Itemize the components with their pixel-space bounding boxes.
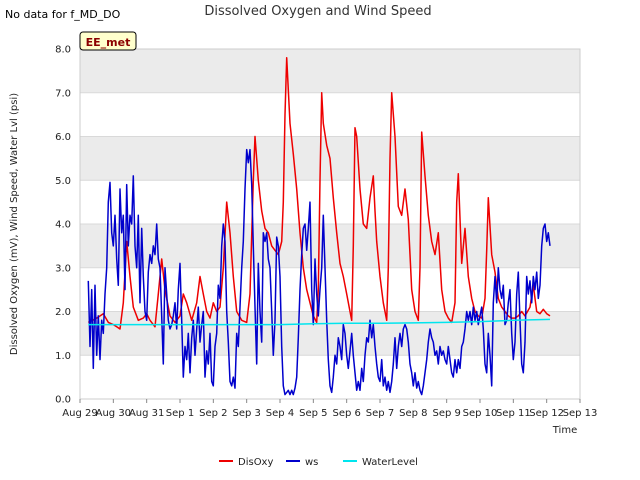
legend: DisOxy ws WaterLevel [219, 457, 418, 468]
x-tick-label: Sep 6 [332, 408, 360, 419]
y-tick-label: 0.0 [55, 395, 71, 406]
x-axis-label: Time [552, 425, 577, 436]
plot-bands [80, 49, 580, 356]
x-tick-label: Sep 10 [463, 408, 498, 419]
x-tick-label: Aug 31 [129, 408, 164, 419]
chart-title: Dissolved Oxygen and Wind Speed [204, 4, 431, 19]
badge-background [79, 31, 137, 51]
legend-label-disoxy: DisOxy [238, 457, 273, 468]
x-tick-label: Sep 3 [232, 408, 260, 419]
x-tick-label: Sep 5 [299, 408, 327, 419]
plot-band [80, 224, 580, 268]
x-tick-label: Sep 7 [366, 408, 394, 419]
x-tick-label: Sep 12 [529, 408, 564, 419]
x-tick-label: Sep 2 [199, 408, 227, 419]
y-tick-labels: 0.0 1.0 2.0 3.0 4.0 5.0 6.0 7.0 8.0 [55, 45, 71, 406]
y-tick-label: 7.0 [55, 88, 71, 99]
y-axis-label: Dissolved Oxygen (mV), Wind Speed, Water… [9, 93, 20, 355]
x-tick-label: Aug 29 [62, 408, 97, 419]
plot-frame [79, 48, 581, 400]
y-tick-label: 8.0 [55, 45, 71, 56]
x-tick-label: Sep 13 [563, 408, 598, 419]
x-tick-label: Sep 4 [266, 408, 294, 419]
badge-label: EE_met [86, 36, 131, 49]
ee-met-badge: EE_met [79, 31, 137, 51]
y-tick-label: 2.0 [55, 307, 71, 318]
series-line-waterlevel [88, 318, 551, 326]
y-tick-label: 4.0 [55, 220, 71, 231]
legend-label-ws: ws [305, 457, 318, 468]
y-tick-label: 6.0 [55, 132, 71, 143]
series-line-ws [87, 148, 551, 396]
no-data-note: No data for f_MD_DO [5, 8, 121, 21]
x-tick-label: Sep 1 [166, 408, 194, 419]
legend-label-waterlevel: WaterLevel [362, 457, 418, 468]
y-tick-label: 5.0 [55, 176, 71, 187]
series-line-disoxy [87, 57, 551, 330]
y-tick-label: 1.0 [55, 351, 71, 362]
plot-band [80, 49, 580, 93]
x-tick-label: Aug 30 [96, 408, 131, 419]
series-layer [87, 57, 551, 396]
x-tick-label: Sep 8 [399, 408, 427, 419]
y-tick-label: 3.0 [55, 263, 71, 274]
x-tick-label: Sep 11 [496, 408, 531, 419]
x-tick-label: Sep 9 [432, 408, 460, 419]
